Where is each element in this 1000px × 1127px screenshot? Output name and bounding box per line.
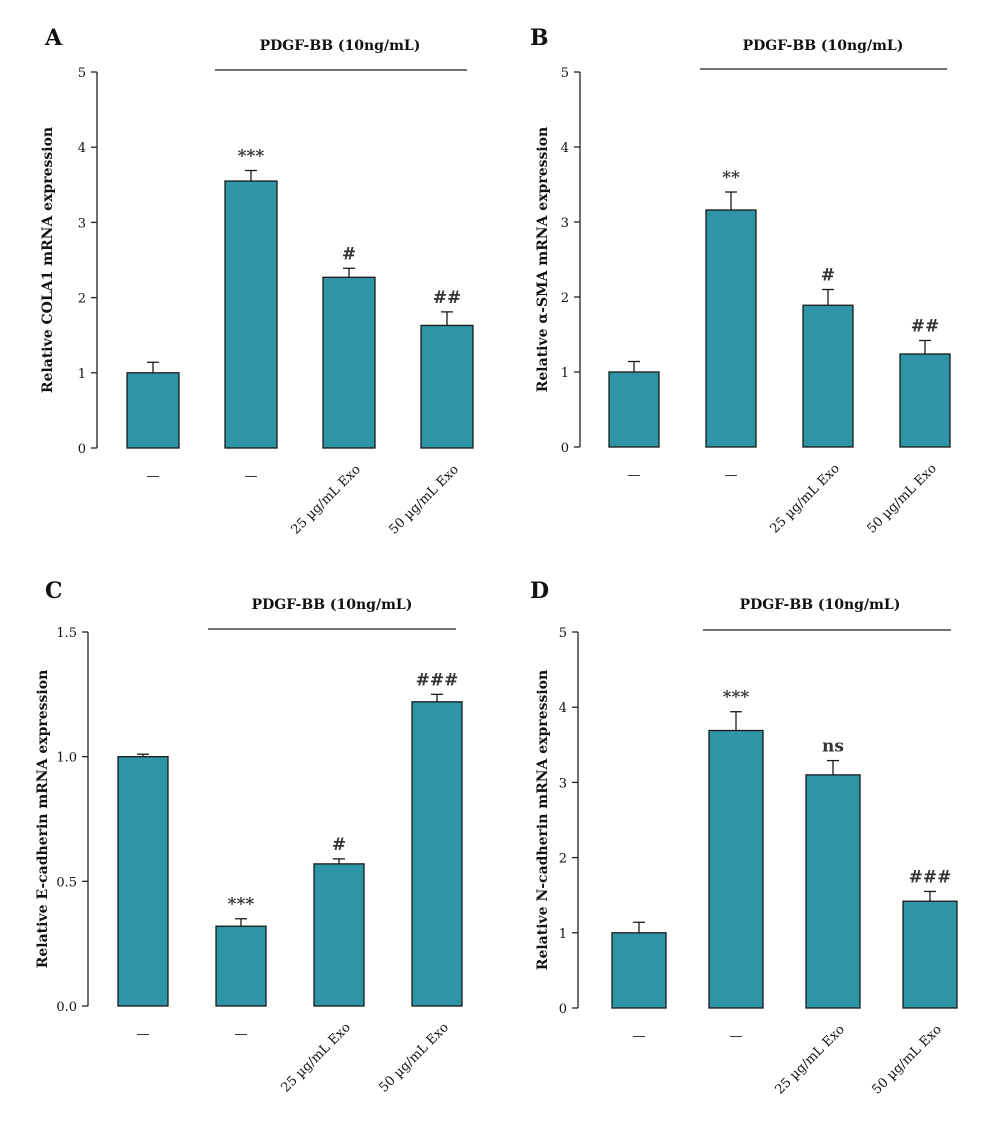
y-tick-label: 3 (559, 776, 567, 791)
treatment-header: PDGF-BB (10ng/mL) (260, 38, 421, 54)
y-axis-label: Relative N-cadherin mRNA expression (535, 670, 551, 970)
y-tick-label: 0 (78, 442, 86, 457)
significance-label: # (821, 266, 835, 286)
bar (420, 324, 474, 449)
category-label: — (628, 468, 641, 483)
significance-label: ** (722, 168, 740, 188)
y-tick-label: 3 (561, 216, 569, 231)
category-label: 25 µg/mL Exo (288, 462, 363, 537)
bar (224, 180, 278, 449)
category-label: — (235, 1027, 248, 1042)
significance-label: # (342, 244, 356, 264)
significance-label: # (332, 835, 346, 855)
y-tick-label: 0.5 (56, 875, 77, 890)
treatment-header: PDGF-BB (10ng/mL) (252, 597, 413, 613)
y-tick-label: 1.0 (56, 751, 77, 766)
panel-letter: A (44, 25, 63, 51)
panel-c: C PDGF-BB (10ng/mL) 0.0 0.5 1.0 1.5 Relative E… (35, 578, 463, 1096)
category-label: 50 µg/mL Exo (376, 1020, 451, 1095)
category-label: 25 µg/mL Exo (278, 1020, 353, 1095)
panel-a: A PDGF-BB (10ng/mL) 0 1 2 3 4 5 Relative COLA1 m… (40, 25, 474, 538)
y-tick-label: 1 (78, 367, 86, 382)
category-label: — (725, 468, 738, 483)
y-tick-label: 4 (561, 141, 569, 156)
significance-label: *** (723, 688, 750, 708)
y-tick-label: 2 (561, 291, 569, 306)
bar (902, 900, 958, 1009)
category-label: — (137, 1027, 150, 1042)
y-tick-label: 4 (559, 701, 567, 716)
y-tick-label: 1 (561, 366, 569, 381)
y-tick-label: 0.0 (56, 1000, 77, 1015)
bar (411, 701, 463, 1007)
treatment-header: PDGF-BB (10ng/mL) (740, 597, 901, 613)
category-label: — (730, 1029, 743, 1044)
significance-label: *** (228, 895, 255, 915)
y-tick-label: 4 (78, 141, 86, 156)
y-tick-label: 1.5 (56, 626, 77, 641)
category-label: 25 µg/mL Exo (767, 461, 842, 536)
category-label: — (633, 1029, 646, 1044)
y-tick-label: 2 (559, 852, 567, 867)
y-tick-label: 5 (561, 66, 569, 81)
panel-letter: D (530, 578, 549, 604)
category-label: 50 µg/mL Exo (386, 462, 461, 537)
y-tick-label: 2 (78, 292, 86, 307)
significance-label: ## (911, 317, 940, 337)
y-tick-label: 0 (559, 1002, 567, 1017)
category-label: 50 µg/mL Exo (864, 461, 939, 536)
panel-d: D PDGF-BB (10ng/mL) 0 1 2 3 4 5 Relative N-cadhe… (530, 578, 958, 1098)
bar (802, 304, 854, 448)
bar (805, 774, 861, 1009)
panel-letter: B (530, 25, 549, 51)
significance-label: ## (433, 288, 462, 308)
bar (322, 276, 376, 449)
bar (708, 729, 764, 1009)
y-tick-label: 3 (78, 216, 86, 231)
panel-b: B PDGF-BB (10ng/mL) 0 1 2 3 4 5 Relative α-SMA m… (530, 25, 951, 537)
panel-letter: C (45, 578, 63, 604)
category-label: — (147, 469, 160, 484)
significance-label: *** (238, 147, 265, 167)
y-tick-label: 5 (559, 626, 567, 641)
treatment-header: PDGF-BB (10ng/mL) (743, 38, 904, 54)
bar (899, 353, 951, 448)
y-tick-label: 1 (559, 927, 567, 942)
bar (705, 209, 757, 448)
y-axis-label: Relative α-SMA mRNA expression (535, 127, 551, 392)
bar (608, 371, 660, 448)
y-axis-label: Relative E-cadherin mRNA expression (35, 670, 51, 969)
category-label: 50 µg/mL Exo (869, 1022, 944, 1097)
y-tick-label: 5 (78, 66, 86, 81)
category-label: 25 µg/mL Exo (772, 1022, 847, 1097)
significance-label: ns (822, 737, 844, 757)
significance-label: ### (909, 867, 952, 887)
bar (313, 863, 365, 1007)
significance-label: ### (416, 670, 459, 690)
category-label: — (245, 469, 258, 484)
bar (611, 932, 667, 1009)
y-axis-label: Relative COLA1 mRNA expression (40, 127, 56, 393)
bar (126, 372, 180, 449)
bar (117, 756, 169, 1007)
y-tick-label: 0 (561, 441, 569, 456)
bar (215, 925, 267, 1007)
